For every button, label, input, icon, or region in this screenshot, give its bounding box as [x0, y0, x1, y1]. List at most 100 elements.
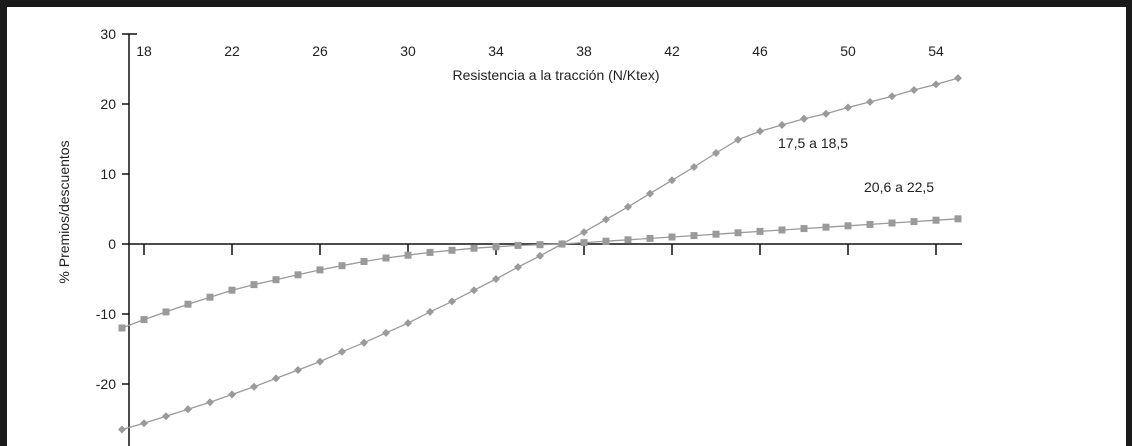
data-point — [734, 135, 742, 144]
data-point — [162, 308, 170, 316]
x-tick-label: 50 — [840, 43, 856, 59]
data-point — [492, 275, 500, 283]
labels: Resistencia a la tracción (N/Ktex) % Pre… — [56, 67, 934, 284]
data-point — [470, 286, 478, 295]
data-point — [448, 246, 456, 254]
data-point — [844, 103, 852, 112]
data-point — [294, 271, 302, 279]
data-point — [646, 234, 654, 242]
data-point — [470, 244, 478, 252]
data-point — [338, 347, 346, 356]
data-point — [118, 324, 126, 332]
data-point — [932, 216, 940, 224]
y-tick-label: 10 — [100, 166, 116, 182]
data-point — [822, 223, 830, 231]
data-point — [580, 228, 588, 237]
data-point — [250, 382, 258, 391]
x-tick-label: 38 — [576, 43, 592, 59]
data-point — [426, 307, 434, 316]
data-point — [316, 266, 324, 274]
data-point — [228, 390, 236, 399]
data-point — [800, 114, 808, 123]
data-point — [360, 258, 368, 265]
data-point — [162, 412, 170, 421]
data-point — [316, 357, 324, 366]
data-point — [668, 233, 676, 241]
data-point — [536, 251, 544, 260]
x-tick-label: 22 — [224, 43, 240, 59]
data-point — [602, 215, 610, 224]
data-point — [272, 276, 280, 284]
data-point — [184, 405, 192, 414]
y-tick-label: -10 — [96, 306, 116, 322]
data-point — [910, 86, 918, 94]
data-point — [778, 226, 786, 234]
data-point — [360, 338, 368, 347]
data-point — [206, 398, 214, 407]
data-point — [382, 328, 390, 337]
series-2 — [118, 215, 962, 332]
data-point — [228, 286, 236, 294]
series-label-1: 17,5 a 18,5 — [778, 135, 848, 151]
series-1 — [118, 74, 962, 434]
data-point — [492, 243, 500, 251]
data-point — [624, 202, 632, 211]
data-point — [404, 319, 412, 328]
data-point — [602, 237, 610, 245]
data-point — [844, 222, 852, 230]
data-point — [712, 149, 720, 157]
data-point — [250, 281, 258, 289]
data-point — [954, 74, 962, 83]
data-point — [448, 297, 456, 306]
data-point — [866, 97, 874, 106]
data-point — [778, 121, 786, 129]
data-point — [646, 189, 654, 198]
data-point — [756, 227, 764, 235]
data-point — [624, 236, 632, 244]
data-point — [294, 366, 302, 374]
series-layer — [118, 74, 962, 434]
data-point — [426, 248, 434, 256]
data-point — [140, 316, 148, 324]
x-axis-title: Resistencia a la tracción (N/Ktex) — [453, 67, 660, 83]
y-tick-label: 20 — [100, 96, 116, 112]
x-tick-label: 46 — [752, 43, 768, 59]
data-point — [184, 300, 192, 308]
data-point — [822, 109, 830, 118]
data-point — [888, 219, 896, 227]
data-point — [404, 251, 412, 259]
data-point — [382, 254, 390, 262]
y-tick-label: -20 — [96, 376, 116, 392]
x-tick-label: 18 — [136, 43, 152, 59]
data-point — [888, 92, 896, 101]
data-point — [338, 262, 346, 270]
data-point — [910, 218, 918, 226]
data-point — [690, 163, 698, 171]
x-tick-label: 34 — [488, 43, 504, 59]
data-point — [558, 240, 566, 248]
y-tick-label: 30 — [100, 26, 116, 42]
data-point — [932, 80, 940, 89]
data-point — [756, 127, 764, 136]
y-axis-title: % Premios/descuentos — [56, 140, 72, 283]
data-point — [866, 220, 874, 228]
data-point — [118, 425, 126, 434]
data-point — [712, 230, 720, 238]
x-tick-label: 30 — [400, 43, 416, 59]
data-point — [272, 374, 280, 383]
data-point — [536, 241, 544, 249]
series-label-2: 20,6 a 22,5 — [864, 179, 934, 195]
y-tick-label: 0 — [108, 236, 116, 252]
data-point — [206, 293, 214, 301]
data-point — [514, 263, 522, 272]
data-point — [580, 239, 588, 247]
x-tick-label: 54 — [928, 43, 944, 59]
x-tick-label: 26 — [312, 43, 328, 59]
data-point — [734, 229, 742, 237]
data-point — [668, 176, 676, 185]
data-point — [800, 225, 808, 233]
x-tick-label: 42 — [664, 43, 680, 59]
